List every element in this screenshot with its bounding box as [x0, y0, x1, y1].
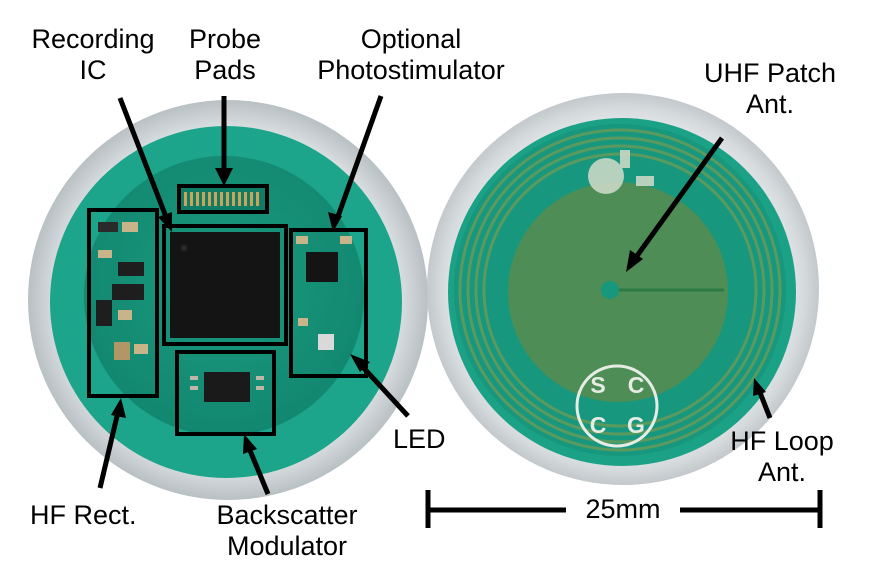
photostim-components — [296, 236, 352, 350]
scale-bar — [425, 490, 823, 528]
sccg-logo: S C C G — [575, 364, 659, 448]
box-backscatter — [175, 350, 276, 436]
label-recording-ic: Recording IC — [31, 24, 155, 85]
label-hf-rect: HF Rect. — [30, 500, 137, 530]
label-photostimulator: Optional Photostimulator — [317, 24, 505, 85]
hf-rect-components — [96, 222, 148, 360]
label-uhf-patch: UHF Patch Ant. — [703, 58, 837, 119]
label-probe-pads: Probe Pads — [188, 24, 262, 85]
logo-letter-s: S — [590, 372, 605, 398]
feed-via — [601, 281, 619, 299]
box-hf-rect — [87, 208, 159, 398]
logo-letter-c1: C — [628, 372, 645, 398]
box-photostimulator — [289, 228, 368, 378]
logo-letter-g: G — [627, 412, 645, 438]
label-hf-loop: HF Loop Ant. — [730, 426, 834, 487]
label-led: LED — [393, 424, 446, 454]
recording-ic-chip — [170, 232, 280, 338]
label-scale: 25mm — [585, 494, 661, 524]
gear-logo — [588, 150, 654, 194]
label-backscatter: Backscatter Modulator — [216, 500, 358, 561]
annotation-arrows — [97, 95, 773, 495]
right-device: S C C G — [427, 93, 819, 485]
box-recording-ic — [162, 224, 288, 346]
backscatter-components — [190, 372, 264, 402]
left-device — [28, 100, 428, 500]
probe-pads — [184, 192, 259, 206]
logo-letter-c2: C — [590, 412, 607, 438]
box-probe-pads — [177, 184, 269, 214]
